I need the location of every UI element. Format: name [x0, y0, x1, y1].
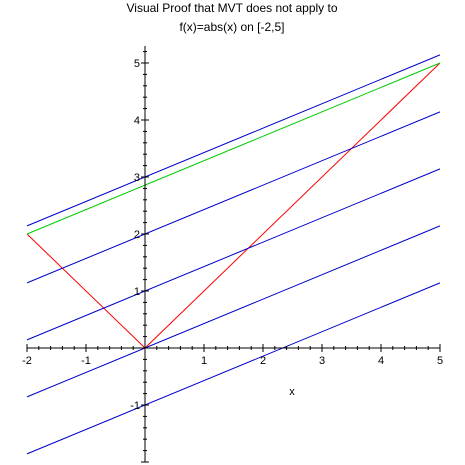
x-tick-label: 2: [260, 355, 266, 367]
x-tick-label: 3: [319, 355, 325, 367]
x-axis-label: x: [289, 386, 295, 398]
ticks-layer: -2 -1 1 2 3 4 5 -1 1 2 3 4 5: [22, 58, 443, 412]
series-line-5: [26, 168, 441, 341]
y-tick-label: 4: [134, 115, 140, 127]
x-tick-label: -1: [81, 355, 91, 367]
y-tick-label: 1: [134, 286, 140, 298]
series-line-2: [26, 62, 441, 235]
series-line-4: [26, 111, 441, 284]
y-tick-label: 5: [134, 58, 140, 70]
y-tick-label: 2: [134, 229, 140, 241]
y-tick-label: -1: [130, 400, 140, 412]
series-line-3: [26, 54, 441, 227]
x-tick-label: -2: [22, 355, 32, 367]
axes-layer: [26, 45, 441, 463]
series-line-7: [26, 282, 441, 455]
series-layer: [26, 54, 441, 455]
x-tick-label: 4: [378, 355, 384, 367]
y-tick-label: 3: [134, 172, 140, 184]
series-line-1: [26, 62, 441, 349]
x-tick-label: 1: [201, 355, 207, 367]
chart-title-line-2: f(x)=abs(x) on [-2,5]: [179, 20, 284, 34]
x-tick-label: 5: [437, 355, 443, 367]
series-line-6: [26, 225, 441, 398]
chart-title-line-1: Visual Proof that MVT does not apply to: [126, 1, 337, 15]
